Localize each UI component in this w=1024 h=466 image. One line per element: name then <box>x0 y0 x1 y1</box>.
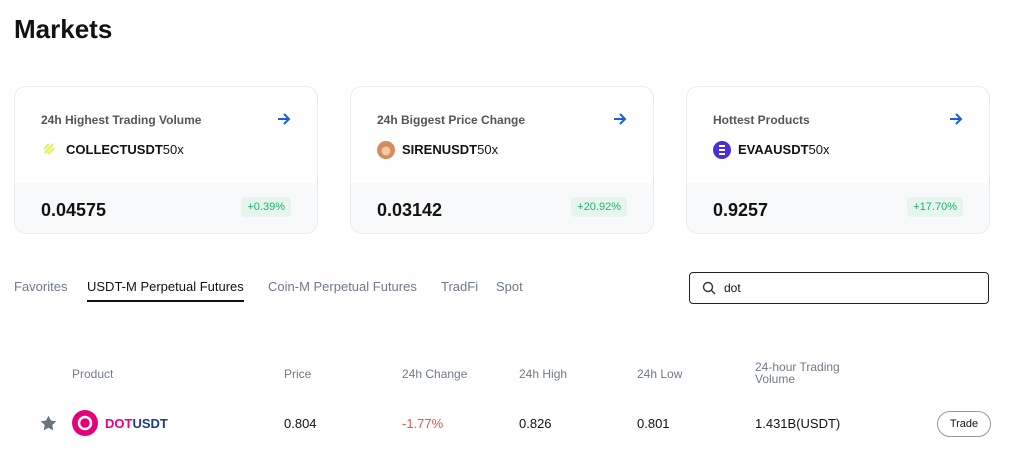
trade-button[interactable]: Trade <box>937 411 991 437</box>
column-header: 24h Change <box>402 367 468 381</box>
card-change: +0.39% <box>241 197 291 217</box>
volume-cell: 1.431B(USDT) <box>755 416 841 431</box>
tab[interactable]: Favorites <box>14 279 68 294</box>
market-card[interactable]: 24h Biggest Price Change SIRENUSDT50x 0.… <box>350 86 654 234</box>
card-symbol: EVAAUSDT50x <box>738 142 830 157</box>
symbol: SIRENUSDT <box>402 142 478 157</box>
arrow-icon[interactable] <box>277 113 291 125</box>
low-cell: 0.801 <box>637 416 670 431</box>
column-header: Product <box>72 367 114 381</box>
card-price: 0.03142 <box>377 200 443 220</box>
symbol: COLLECTUSDT <box>66 142 163 157</box>
tab-active[interactable]: USDT-M Perpetual Futures <box>87 279 244 302</box>
coin-icon <box>72 410 98 436</box>
card-title: 24h Biggest Price Change <box>377 113 526 127</box>
leverage: 50x <box>808 142 830 157</box>
product-symbol[interactable]: DOTUSDT <box>105 416 168 431</box>
card-price: 0.04575 <box>41 200 107 220</box>
favorite-star[interactable] <box>40 415 57 431</box>
market-card[interactable]: 24h Highest Trading Volume COLLECTUSDT50… <box>14 86 318 234</box>
coin-icon <box>377 141 395 159</box>
coin-icon <box>43 143 55 155</box>
card-change: +17.70% <box>907 197 963 217</box>
arrow-icon[interactable] <box>613 113 627 125</box>
page-title: Markets <box>14 14 113 44</box>
tab[interactable]: TradFi <box>441 279 479 294</box>
tab[interactable]: Spot <box>496 279 523 294</box>
change-cell: -1.77% <box>402 416 444 431</box>
leverage: 50x <box>162 142 184 157</box>
arrow-icon[interactable] <box>949 113 963 125</box>
symbol-quote: USDT <box>132 416 168 431</box>
card-price: 0.9257 <box>713 200 769 220</box>
search-input[interactable]: dot <box>724 281 741 295</box>
symbol: EVAAUSDT <box>738 142 809 157</box>
column-header: 24-hour Trading Volume <box>755 360 840 386</box>
tab[interactable]: Coin-M Perpetual Futures <box>268 279 417 294</box>
card-symbol: SIRENUSDT50x <box>402 142 498 157</box>
symbol-base: DOT <box>105 416 133 431</box>
price-cell: 0.804 <box>284 416 317 431</box>
search-icon <box>702 281 716 295</box>
card-symbol: COLLECTUSDT50x <box>66 142 184 157</box>
market-card[interactable]: Hottest Products EVAAUSDT50x 0.9257 +17.… <box>686 86 990 234</box>
column-header: Price <box>284 367 312 381</box>
leverage: 50x <box>477 142 499 157</box>
card-title: Hottest Products <box>713 113 810 127</box>
search-box[interactable]: dot <box>689 272 989 304</box>
high-cell: 0.826 <box>519 416 552 431</box>
column-header: 24h Low <box>637 367 683 381</box>
card-change: +20.92% <box>571 197 627 217</box>
coin-icon <box>713 141 731 159</box>
card-title: 24h Highest Trading Volume <box>41 113 202 127</box>
column-header: 24h High <box>519 367 568 381</box>
